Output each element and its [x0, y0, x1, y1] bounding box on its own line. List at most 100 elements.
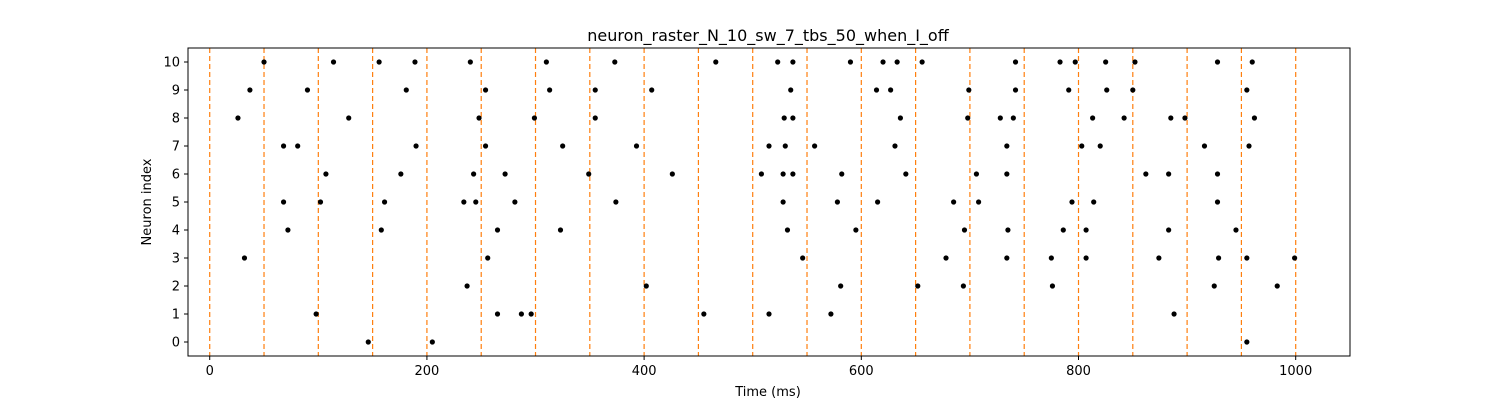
spike-n3-6 — [1083, 255, 1089, 261]
x-tick-label-0: 0 — [206, 364, 214, 379]
spike-n9-14 — [1130, 87, 1136, 93]
spike-n2-4 — [960, 283, 966, 289]
spike-n10-13 — [919, 59, 925, 65]
y-axis-ticks: 0 1 2 3 4 5 6 7 8 9 10 — [163, 56, 188, 351]
spike-n7-4 — [560, 143, 566, 149]
spike-n6-7 — [780, 171, 786, 177]
spike-n4-4 — [784, 227, 791, 233]
spike-n10-1 — [330, 59, 337, 65]
spike-n3-1 — [485, 255, 491, 261]
spike-n1-3 — [528, 311, 534, 317]
spike-n5-3 — [461, 199, 467, 205]
spike-n5-11 — [975, 199, 982, 205]
spike-n3-2 — [800, 255, 806, 261]
spike-n6-13 — [1143, 171, 1149, 177]
x-tick-label-400: 400 — [632, 364, 657, 379]
spike-n5-14 — [1214, 199, 1221, 205]
x-tick-label-200: 200 — [415, 364, 440, 379]
spike-n6-11 — [973, 171, 980, 177]
spike-n6-8 — [790, 171, 796, 177]
spike-n4-1 — [378, 227, 384, 233]
chart-title: neuron_raster_N_10_sw_7_tbs_50_when_I_of… — [587, 26, 949, 46]
spike-n10-18 — [1132, 59, 1138, 65]
y-tick-label-7: 7 — [172, 140, 180, 155]
spike-n6-15 — [1214, 171, 1221, 177]
spike-n2-2 — [838, 283, 844, 289]
spike-n9-11 — [1012, 87, 1019, 93]
spike-n3-7 — [1156, 255, 1162, 261]
spike-n5-6 — [613, 199, 619, 205]
spike-n3-5 — [1048, 255, 1054, 261]
spike-n8-3 — [531, 115, 538, 121]
spike-n7-10 — [1004, 143, 1010, 149]
spike-n5-8 — [834, 199, 841, 205]
reference-lines — [209, 48, 1297, 356]
spike-n10-20 — [1249, 59, 1255, 65]
spike-n4-10 — [1166, 227, 1172, 233]
y-axis-label: Neuron index — [140, 158, 155, 245]
spike-n6-2 — [471, 171, 477, 177]
spike-n9-1 — [304, 87, 311, 93]
x-axis-label: Time (ms) — [734, 385, 801, 400]
spike-n10-19 — [1214, 59, 1221, 65]
spike-n9-4 — [547, 87, 553, 93]
spike-n9-15 — [1244, 87, 1250, 93]
spike-n9-9 — [888, 87, 894, 93]
spike-n8-4 — [592, 115, 598, 121]
spike-n9-2 — [403, 87, 409, 93]
spike-n5-0 — [280, 199, 287, 205]
spike-n6-0 — [323, 171, 329, 177]
spike-n8-0 — [235, 115, 241, 121]
spike-n5-12 — [1069, 199, 1075, 205]
spike-n2-1 — [643, 283, 649, 289]
y-tick-label-4: 4 — [172, 224, 180, 239]
spike-n8-14 — [1182, 115, 1188, 121]
spike-n4-6 — [961, 227, 968, 233]
spike-n3-3 — [943, 255, 949, 261]
spike-n3-9 — [1244, 255, 1250, 261]
spike-n10-3 — [412, 59, 418, 65]
spike-n8-13 — [1168, 115, 1174, 121]
x-tick-label-1000: 1000 — [1279, 364, 1312, 379]
spike-n5-13 — [1091, 199, 1097, 205]
spike-n8-9 — [997, 115, 1003, 121]
spike-n5-9 — [874, 199, 881, 205]
spike-n4-2 — [494, 227, 501, 233]
spike-n10-8 — [775, 59, 781, 65]
spike-n9-13 — [1104, 87, 1110, 93]
x-tick-label-800: 800 — [1066, 364, 1091, 379]
y-tick-label-9: 9 — [172, 84, 180, 99]
spike-n10-15 — [1057, 59, 1063, 65]
spike-n10-4 — [467, 59, 473, 65]
spike-n10-7 — [713, 59, 719, 65]
spike-n10-6 — [612, 59, 618, 65]
spike-n8-5 — [781, 115, 787, 121]
spike-n9-5 — [592, 87, 598, 93]
spike-n7-1 — [295, 143, 301, 149]
spike-n1-2 — [518, 311, 524, 317]
spike-n10-12 — [894, 59, 900, 65]
spike-n6-1 — [398, 171, 404, 177]
y-tick-label-1: 1 — [172, 308, 180, 323]
spike-n5-7 — [780, 199, 786, 205]
spike-n10-5 — [543, 59, 549, 65]
y-tick-label-0: 0 — [172, 336, 180, 351]
spike-n7-0 — [280, 143, 287, 149]
spike-n0-0 — [365, 339, 371, 345]
spike-n7-7 — [782, 143, 788, 149]
spike-n8-10 — [1010, 115, 1016, 121]
spike-n2-3 — [915, 283, 921, 289]
spike-n3-10 — [1292, 255, 1298, 261]
spike-n7-9 — [892, 143, 898, 149]
spike-n0-1 — [429, 339, 435, 345]
spike-n5-1 — [317, 199, 324, 205]
spike-n8-12 — [1121, 115, 1127, 121]
spike-n8-2 — [476, 115, 482, 121]
spike-n5-10 — [951, 199, 957, 205]
spike-n10-14 — [1012, 59, 1019, 65]
spike-n7-2 — [413, 143, 419, 149]
spike-n9-6 — [649, 87, 655, 93]
spike-n6-3 — [502, 171, 508, 177]
spike-n2-0 — [464, 283, 470, 289]
